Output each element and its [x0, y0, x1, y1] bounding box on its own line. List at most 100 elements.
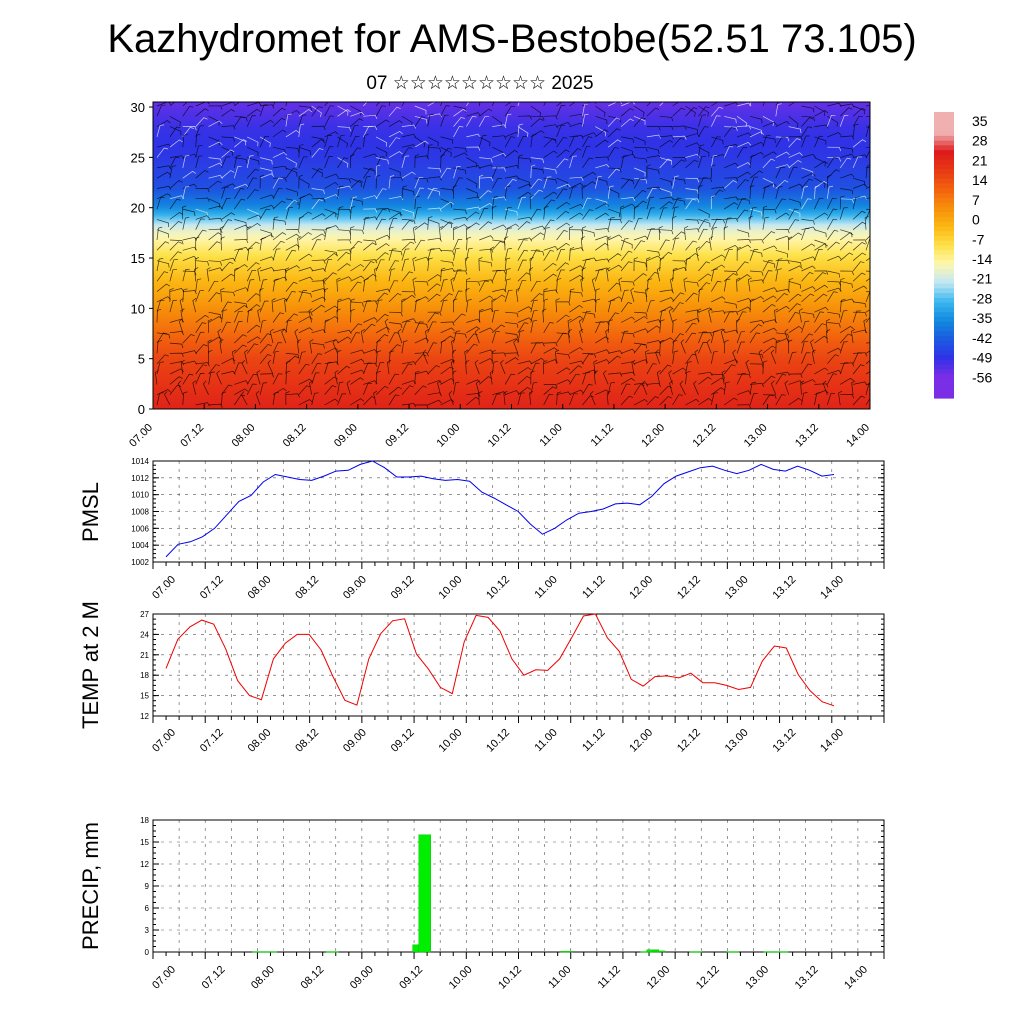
wind-barb: [517, 191, 532, 200]
wind-barb: [401, 102, 405, 107]
colorbar-label: -21: [972, 271, 992, 287]
wind-barb: [401, 155, 410, 168]
wind-barb: [169, 139, 183, 148]
wind-barb: [620, 155, 628, 168]
wind-barb: [594, 269, 604, 282]
wind-barb: [375, 340, 382, 354]
wind-barb: [646, 278, 653, 292]
cross-ytick-label: 0: [138, 402, 145, 417]
wind-barb: [272, 146, 286, 154]
temp-xtick-label: 14.00: [818, 727, 846, 755]
wind-barb: [710, 136, 721, 148]
wind-barb: [260, 373, 275, 378]
wind-barb: [840, 325, 854, 334]
wind-barb: [582, 171, 597, 179]
wind-barb: [762, 186, 770, 199]
wind-barb: [620, 203, 636, 210]
wind-barb: [814, 212, 829, 220]
wind-barb: [685, 280, 699, 287]
wind-barb: [556, 121, 571, 127]
wind-barb: [169, 198, 181, 210]
wind-barb: [337, 177, 351, 184]
wind-barb: [259, 382, 268, 395]
wind-barb: [401, 258, 410, 272]
wind-barb: [620, 316, 635, 323]
wind-barb: [633, 260, 647, 268]
wind-barb: [220, 225, 225, 241]
wind-barb: [505, 352, 520, 357]
wind-barb: [272, 391, 279, 406]
wind-barb: [311, 304, 325, 313]
wind-barb: [294, 328, 300, 344]
wind-barb: [298, 290, 307, 303]
wind-barb: [298, 232, 312, 241]
wind-barb: [362, 383, 372, 395]
wind-barb: [620, 102, 636, 107]
wind-barb: [556, 242, 570, 251]
wind-barb: [427, 207, 442, 212]
wind-barb: [698, 331, 707, 344]
colorbar-cell: [934, 197, 954, 204]
wind-barb: [749, 206, 757, 220]
wind-barb: [569, 135, 579, 148]
wind-barb: [822, 380, 828, 395]
wind-barb: [710, 330, 719, 344]
wind-barb: [672, 367, 687, 375]
temp-ytick-label: 27: [140, 610, 149, 619]
wind-barb: [852, 261, 865, 272]
wind-barb: [801, 256, 816, 262]
wind-barb: [724, 270, 738, 276]
wind-barb: [272, 200, 286, 210]
wind-barb: [272, 278, 279, 292]
wind-barb: [530, 309, 538, 323]
temp-xtick-label: 10.12: [484, 727, 512, 755]
wind-barb: [413, 225, 418, 241]
wind-barb: [556, 188, 568, 199]
wind-barb: [839, 241, 853, 251]
wind-barb: [840, 298, 855, 303]
wind-barb: [721, 370, 726, 385]
wind-barb: [195, 260, 210, 266]
wind-barb: [710, 392, 719, 406]
wind-barb: [801, 379, 816, 385]
wind-barb: [234, 116, 246, 127]
wind-barb: [656, 267, 661, 282]
wind-barb: [569, 365, 582, 375]
wind-barb: [427, 380, 442, 385]
pmsl-ytick-label: 1010: [131, 491, 149, 500]
pmsl-xtick-label: 08.00: [246, 574, 274, 602]
wind-barb: [865, 350, 870, 354]
wind-barb: [775, 186, 783, 199]
wind-barb: [646, 300, 655, 313]
wind-barb: [195, 373, 205, 385]
wind-barb: [593, 359, 598, 375]
wind-barb: [439, 225, 444, 241]
wind-barb: [595, 359, 610, 365]
wind-barb: [620, 179, 634, 189]
wind-barb: [608, 234, 623, 241]
wind-barb: [748, 215, 753, 230]
wind-barb: [517, 154, 523, 168]
precip-xtick-label: 08.00: [249, 964, 277, 992]
temp-xtick-label: 07.00: [150, 727, 178, 755]
wind-barb: [711, 219, 726, 224]
wind-barb: [246, 247, 253, 261]
wind-barb: [517, 317, 533, 323]
wind-barb: [234, 388, 249, 396]
wind-barb: [711, 310, 726, 315]
wind-barb: [247, 157, 260, 165]
pmsl-xtick-label: 11.00: [532, 574, 559, 601]
wind-barb: [693, 380, 699, 395]
wind-barb: [723, 226, 729, 240]
wind-barb: [774, 308, 779, 323]
wind-barb: [182, 268, 190, 282]
wind-barb: [556, 314, 570, 323]
colorbar-cell: [934, 173, 954, 180]
wind-barb: [350, 198, 364, 206]
wind-barb: [827, 280, 841, 286]
wind-barb: [659, 158, 672, 169]
pmsl-xtick-label: 07.12: [198, 574, 226, 602]
wind-barb: [646, 257, 651, 272]
